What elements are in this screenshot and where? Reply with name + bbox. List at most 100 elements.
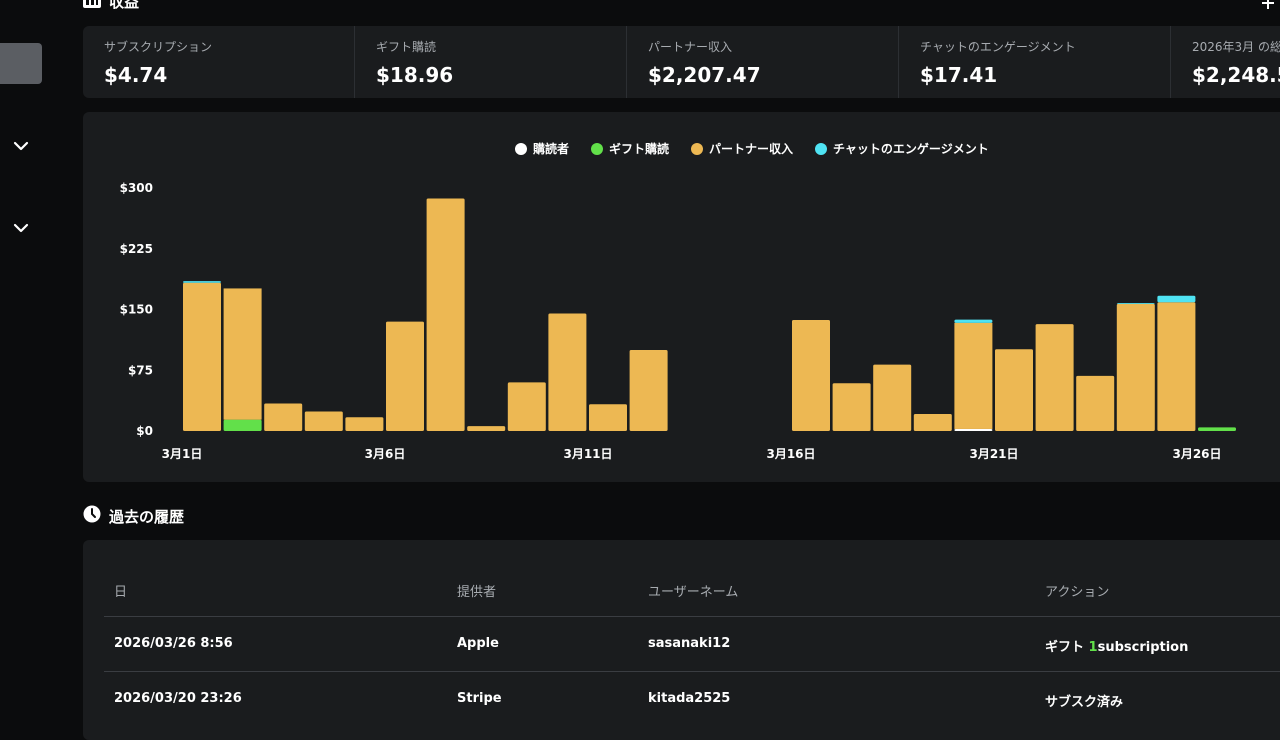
bar-segment: [954, 319, 993, 323]
bar-segment: [345, 417, 384, 431]
legend-label: 購読者: [533, 142, 570, 156]
y-tick-label: $300: [120, 181, 153, 195]
revenue-chart-card: $0 $75 $150 $225 $300 3月1日 3月6日 3月11日 3月16日 3月21日…: [83, 112, 1280, 482]
cell-provider: Apple: [457, 636, 499, 651]
stat-label: 2026年3月 の総: [1192, 40, 1280, 54]
legend-item-chat[interactable]: チャットのエンゲージメント: [815, 140, 989, 157]
divider: [104, 616, 1280, 617]
bar-segment: [426, 198, 465, 431]
chevron-down-icon[interactable]: [12, 137, 30, 155]
history-title: 過去の履歴: [109, 507, 185, 526]
bar-segment: [223, 419, 262, 431]
legend-item-gift[interactable]: ギフト購読: [591, 140, 669, 157]
sidebar: [0, 0, 60, 720]
x-tick-label: 3月26日: [1172, 447, 1221, 461]
stat-card-chat: チャットのエンゲージメント $17.41: [899, 26, 1171, 98]
x-tick-label: 3月6日: [365, 447, 406, 461]
bar-segment: [304, 411, 343, 431]
y-tick-label: $0: [136, 424, 153, 438]
stats-row: サブスクリプション $4.74 ギフト購読 $18.96 パートナー収入 $2,…: [83, 26, 1280, 98]
column-header-username[interactable]: ユーザーネーム: [648, 585, 739, 600]
action-prefix: サブスク済み: [1045, 695, 1124, 710]
action-count: 1: [1088, 640, 1098, 655]
action-prefix: ギフト: [1045, 640, 1085, 655]
clock-icon: [83, 505, 101, 527]
bar-segment: [223, 288, 262, 420]
bar-segment: [264, 403, 303, 431]
bar-chart-icon: [83, 0, 101, 12]
x-tick-label: 3月16日: [766, 447, 815, 461]
stat-value: $2,248.5: [1192, 63, 1280, 87]
bar-segment: [1157, 302, 1196, 431]
bar-segment: [995, 349, 1033, 431]
bar-segment: [873, 364, 912, 431]
stat-value: $4.74: [104, 63, 168, 87]
cell-username: sasanaki12: [648, 636, 731, 651]
column-header-action[interactable]: アクション: [1045, 585, 1110, 600]
stat-value: $2,207.47: [648, 63, 761, 87]
plus-icon[interactable]: [1262, 0, 1274, 9]
stat-label: ギフト購読: [376, 40, 437, 54]
x-tick-label: 3月21日: [969, 447, 1018, 461]
column-header-provider[interactable]: 提供者: [457, 585, 497, 600]
legend-label: チャットのエンゲージメント: [833, 142, 989, 156]
y-tick-label: $75: [128, 363, 153, 377]
y-tick-label: $150: [120, 303, 153, 317]
revenue-chart: $0 $75 $150 $225 $300 3月1日 3月6日 3月11日 3月16日 3月21日…: [120, 181, 1236, 461]
bar-segment: [792, 320, 830, 431]
legend-label: ギフト購読: [609, 142, 670, 156]
revenue-title: 収益: [109, 0, 140, 11]
stat-card-total: 2026年3月 の総 $2,248.5: [1171, 26, 1280, 98]
bar-segment: [548, 313, 587, 431]
stat-card-subscriptions: サブスクリプション $4.74: [83, 26, 355, 98]
history-table: 日 提供者 ユーザーネーム アクション 2026/03/26 8:56 Appl…: [83, 540, 1280, 740]
legend-swatch: [691, 142, 704, 155]
sidebar-active-item[interactable]: [0, 43, 42, 84]
bar-segment: [467, 426, 506, 431]
bar-segment: [954, 428, 993, 431]
bar-segment: [1035, 324, 1074, 431]
stat-card-gift: ギフト購読 $18.96: [355, 26, 627, 98]
legend-swatch: [591, 142, 604, 155]
stat-value: $17.41: [920, 63, 998, 87]
stat-label: チャットのエンゲージメント: [920, 40, 1076, 54]
divider: [104, 671, 1280, 672]
revenue-header: 収益: [83, 0, 139, 12]
legend-label: パートナー収入: [709, 142, 794, 156]
bar-segment: [589, 404, 627, 431]
legend-item-partner[interactable]: パートナー収入: [691, 140, 793, 157]
bar-segment: [1116, 303, 1155, 304]
cell-provider: Stripe: [457, 691, 502, 706]
cell-action: ギフト 1subscription: [1045, 636, 1188, 655]
bar-segment: [507, 382, 546, 431]
stat-card-partner: パートナー収入 $2,207.47: [627, 26, 899, 98]
y-tick-label: $225: [120, 242, 153, 256]
bar-segment: [1157, 295, 1196, 303]
cell-username: kitada2525: [648, 691, 731, 706]
cell-action: サブスク済み: [1045, 691, 1123, 710]
bar-segment: [386, 321, 424, 431]
column-header-date[interactable]: 日: [114, 585, 128, 600]
bar-segment: [913, 413, 952, 431]
stat-value: $18.96: [376, 63, 454, 87]
history-header: 過去の履歴: [83, 505, 184, 527]
action-suffix: subscription: [1097, 640, 1189, 655]
legend-swatch: [515, 142, 527, 155]
bar-segment: [629, 350, 668, 431]
stat-label: パートナー収入: [648, 40, 733, 54]
legend-item-subscribers[interactable]: 購読者: [515, 140, 569, 157]
x-tick-label: 3月11日: [563, 447, 612, 461]
bar-segment: [1076, 375, 1115, 431]
bar-segment: [1198, 427, 1236, 431]
chart-legend: 購読者 ギフト購読 パートナー収入 チャットのエンゲージメント: [515, 140, 989, 157]
bar-segment: [183, 281, 221, 283]
bar-segment: [954, 322, 993, 429]
legend-swatch: [815, 142, 828, 155]
chevron-down-icon[interactable]: [12, 219, 30, 237]
x-tick-label: 3月1日: [162, 447, 203, 461]
bar-segment: [183, 282, 221, 431]
stat-label: サブスクリプション: [104, 40, 213, 54]
bar-segment: [1116, 303, 1155, 431]
cell-date: 2026/03/26 8:56: [114, 636, 233, 651]
cell-date: 2026/03/20 23:26: [114, 691, 242, 706]
